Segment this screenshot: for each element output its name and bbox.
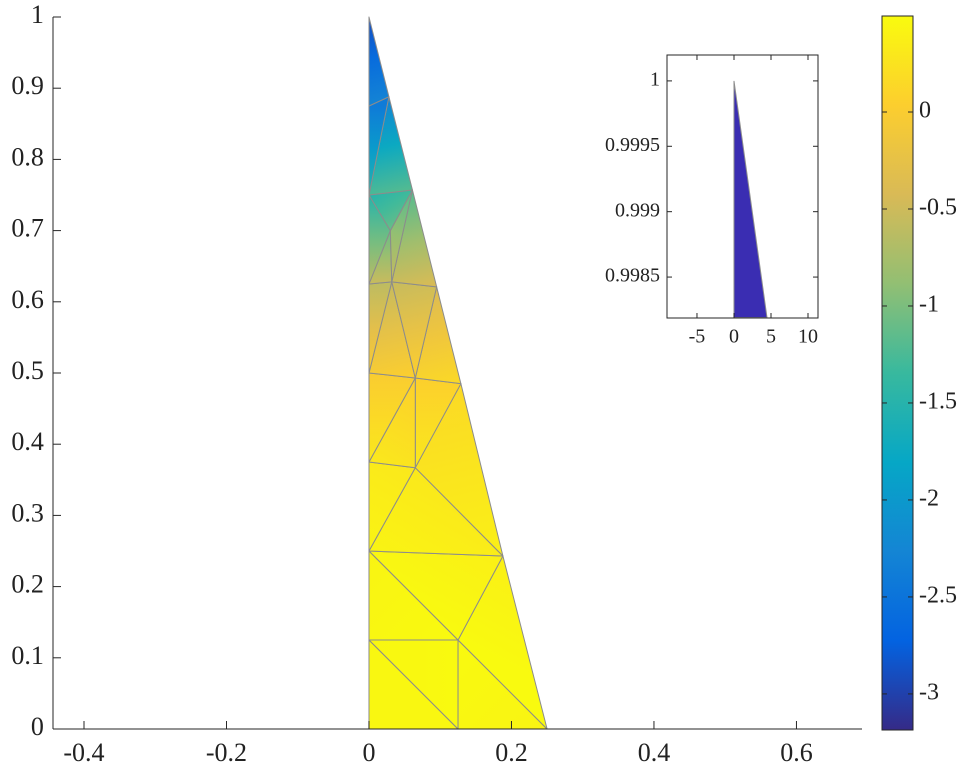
y-tick-label: 0.6: [11, 285, 44, 314]
y-tick-label: 0.5: [11, 356, 44, 385]
y-tick-label: 0.3: [11, 498, 44, 527]
y-tick-label: 1: [650, 68, 660, 90]
y-tick-label: 0.2: [11, 570, 44, 599]
colorbar-tick-label: -2.5: [919, 582, 957, 608]
x-tick-label: -0.4: [63, 738, 104, 767]
colorbar-tick-label: -2: [919, 485, 939, 511]
colorbar-tick-label: -3: [919, 679, 939, 705]
y-tick-label: 0.7: [11, 214, 44, 243]
x-tick-label: 0: [729, 326, 739, 348]
x-tick-label: 0: [362, 738, 375, 767]
colorbar-tick-label: 0: [919, 98, 931, 124]
mesh-triangle: [368, 16, 390, 107]
y-tick-label: 1: [31, 0, 44, 29]
y-tick-label: 0.8: [11, 142, 44, 171]
x-tick-label: 5: [766, 326, 776, 348]
colorbar-tick-label: -1: [919, 291, 939, 317]
x-tick-label: 0.6: [780, 738, 813, 767]
y-tick-label: 0.4: [11, 427, 44, 456]
x-tick-label: -0.2: [206, 738, 247, 767]
colorbar-tick-label: -1.5: [919, 388, 957, 414]
colorbar-tick-label: -0.5: [919, 194, 957, 220]
x-tick-label: 0.2: [495, 738, 528, 767]
colorbar: [881, 15, 914, 731]
x-tick-label: 0.4: [638, 738, 671, 767]
y-tick-label: 0.999: [615, 199, 660, 221]
y-tick-label: 0: [31, 712, 44, 741]
x-tick-label: -5: [689, 326, 706, 348]
axes-box: [666, 54, 819, 319]
y-tick-label: 0.9985: [605, 265, 660, 287]
y-tick-label: 0.9995: [605, 134, 660, 156]
y-tick-label: 0.9: [11, 71, 44, 100]
y-tick-label: 0.1: [11, 641, 44, 670]
x-tick-label: 10: [798, 326, 818, 348]
